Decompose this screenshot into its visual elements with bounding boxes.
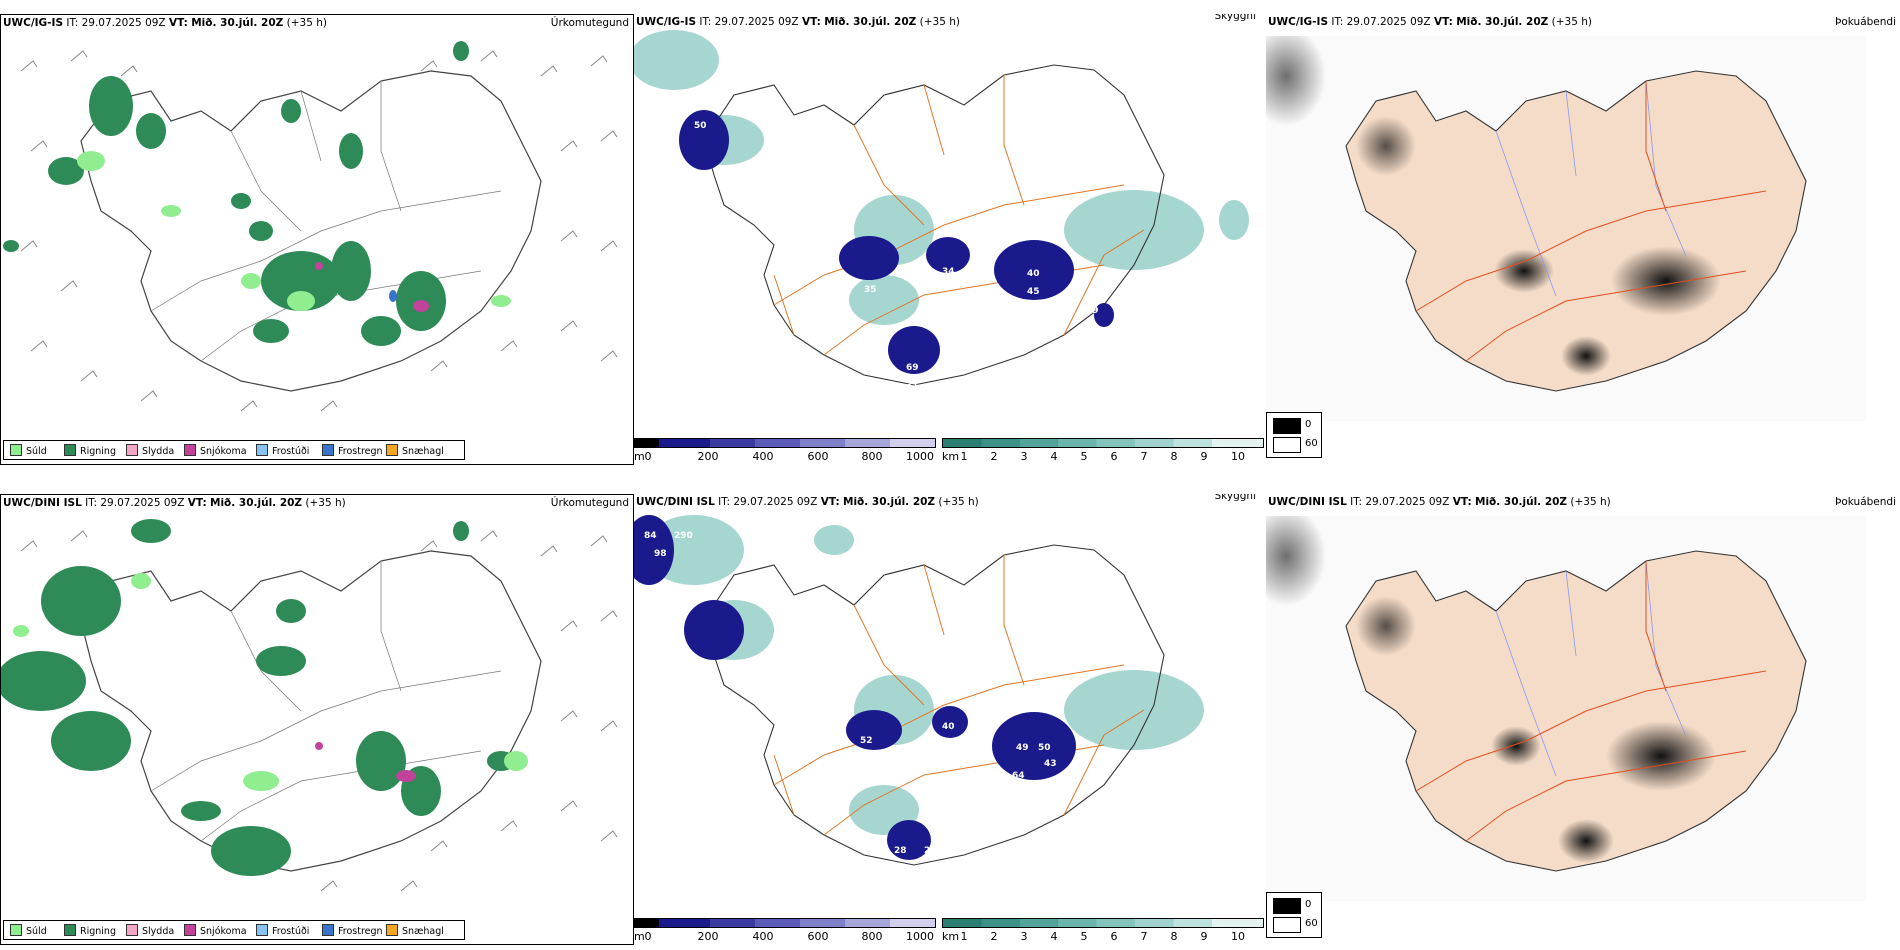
svg-text:28: 28	[924, 846, 937, 856]
cloud-panel-bottom: UWC/DINI ISL IT: 29.07.2025 09Z VT: Mið.…	[634, 494, 1264, 946]
legend-item-slydda: Slydda	[126, 444, 174, 457]
svg-text:22: 22	[1060, 788, 1073, 798]
legend-item-snjokoma: Snjókoma	[184, 444, 247, 457]
panel-header: UWC/IG-IS IT: 29.07.2025 09Z VT: Mið. 30…	[3, 17, 629, 29]
cloudbase-colorbar: m 0 200 400 600 800 1000	[634, 918, 936, 944]
fog-legend: 0 60	[1266, 892, 1322, 938]
svg-text:49: 49	[1016, 743, 1029, 753]
svg-text:52: 52	[860, 736, 873, 746]
iceland-land	[1345, 550, 1807, 872]
panel-header: UWC/DINI ISL IT: 29.07.2025 09Z VT: Mið.…	[3, 497, 629, 509]
precip-drizzle	[77, 151, 511, 311]
precip-drizzle	[13, 573, 528, 791]
fog-patches	[1356, 596, 1716, 863]
model-name: UWC/DINI ISL	[3, 497, 82, 509]
svg-text:50: 50	[1038, 743, 1051, 753]
precip-rain	[1, 519, 515, 876]
panel-title: Þokuábendi	[1835, 16, 1896, 28]
precip-map	[3, 41, 618, 412]
cloud-panel-top: UWC/IG-IS IT: 29.07.2025 09Z VT: Mið. 30…	[634, 14, 1264, 466]
visibility-teal	[644, 515, 1204, 835]
fog-map	[1266, 516, 1866, 901]
roads	[1415, 561, 1767, 842]
svg-text:40: 40	[1027, 269, 1040, 279]
svg-text:98: 98	[654, 549, 667, 559]
iceland-outline	[80, 550, 542, 872]
cloud-map: 50 35 34 40 45 59 69 31 22	[634, 30, 1249, 391]
panel-title: Þokuábendi	[1835, 496, 1896, 508]
iceland-outline	[703, 64, 1165, 386]
model-name: UWC/IG-IS	[3, 17, 64, 29]
svg-text:35: 35	[864, 285, 877, 295]
svg-text:31: 31	[906, 381, 919, 391]
precip-freezing-rain	[389, 290, 397, 302]
cloud-map: 84 290 98 52 40 49 50 43 64 22 28 28	[634, 515, 1204, 866]
rivers	[1495, 560, 1687, 777]
svg-text:290: 290	[674, 531, 693, 541]
precip-map	[1, 519, 618, 892]
svg-text:69: 69	[906, 363, 919, 373]
svg-text:40: 40	[942, 722, 955, 732]
roads	[773, 75, 1145, 356]
fog-panel-top: UWC/IG-IS IT: 29.07.2025 09Z VT: Mið. 30…	[1266, 14, 1900, 466]
precip-panel-bottom: UWC/DINI ISL IT: 29.07.2025 09Z VT: Mið.…	[0, 494, 634, 945]
legend-item-snaehagl: Snæhagl	[386, 444, 444, 457]
cloudbase-navy	[634, 515, 1076, 860]
legend-item-frostregn: Frostregn	[322, 444, 383, 457]
cloudbase-navy	[679, 110, 1114, 374]
visibility-colorbar: km 1 2 3 4 5 6 7 8 9 10	[942, 918, 1264, 944]
fog-map	[1266, 36, 1866, 421]
svg-text:64: 64	[1012, 771, 1025, 781]
iceland-outline	[80, 70, 542, 392]
panel-header: UWC/IG-IS IT: 29.07.2025 09Z VT: Mið. 30…	[634, 14, 1264, 30]
fog-patches	[1356, 116, 1721, 376]
precip-snow	[315, 742, 416, 782]
legend-item-sld: Súld	[10, 444, 47, 457]
iceland-outline	[703, 544, 1165, 866]
legend-item-rigning: Rigning	[64, 444, 116, 457]
svg-text:84: 84	[644, 531, 657, 541]
cloudbase-labels: 84 290 98 52 40 49 50 43 64 22 28 28	[644, 531, 1073, 856]
rivers	[1495, 80, 1687, 297]
precip-legend: Súld Rigning Slydda Snjókoma Frostúði Fr…	[3, 440, 465, 460]
visibility-teal	[634, 30, 1249, 325]
cloudbase-colorbar: m 0 200 400 600 800 1000	[634, 438, 936, 464]
panel-header: UWC/IG-IS IT: 29.07.2025 09Z VT: Mið. 30…	[1268, 16, 1896, 28]
roads	[1415, 81, 1767, 362]
panel-title: Úrkomutegund	[550, 17, 629, 29]
panel-title: Úrkomutegund	[550, 497, 629, 509]
fog-panel-bottom: UWC/DINI ISL IT: 29.07.2025 09Z VT: Mið.…	[1266, 494, 1900, 946]
svg-text:43: 43	[1044, 759, 1057, 769]
panel-title: Skyggni	[1214, 494, 1257, 502]
svg-text:34: 34	[942, 267, 955, 277]
precip-snow	[315, 262, 429, 312]
precip-legend: Súld Rigning Slydda Snjókoma Frostúði Fr…	[3, 920, 465, 940]
precip-rain	[3, 41, 469, 346]
roads	[150, 561, 502, 842]
cloudbase-labels: 50 35 34 40 45 59 69 31 22	[694, 121, 1107, 391]
visibility-colorbar: km 1 2 3 4 5 6 7 8 9 10	[942, 438, 1264, 464]
roads	[773, 555, 1145, 836]
fog-legend: 0 60	[1266, 412, 1322, 458]
wind-barbs	[20, 530, 618, 892]
wind-barbs	[20, 50, 618, 412]
svg-text:22: 22	[1094, 361, 1107, 371]
panel-header: UWC/DINI ISL IT: 29.07.2025 09Z VT: Mið.…	[634, 494, 1264, 510]
svg-text:59: 59	[1086, 306, 1099, 316]
init-time: 29.07.2025 09Z	[81, 17, 166, 29]
roads	[150, 81, 502, 362]
svg-text:45: 45	[1027, 287, 1040, 297]
legend-item-frostudi: Frostúði	[256, 444, 309, 457]
panel-header: UWC/DINI ISL IT: 29.07.2025 09Z VT: Mið.…	[1268, 496, 1896, 508]
precip-panel-top: UWC/IG-IS IT: 29.07.2025 09Z VT: Mið. 30…	[0, 14, 634, 465]
valid-time: Mið. 30.júl. 20Z	[191, 17, 284, 29]
lead-time: (+35 h)	[286, 17, 327, 29]
svg-text:50: 50	[694, 121, 707, 131]
svg-text:28: 28	[894, 846, 907, 856]
panel-title: Skyggni	[1214, 14, 1257, 22]
